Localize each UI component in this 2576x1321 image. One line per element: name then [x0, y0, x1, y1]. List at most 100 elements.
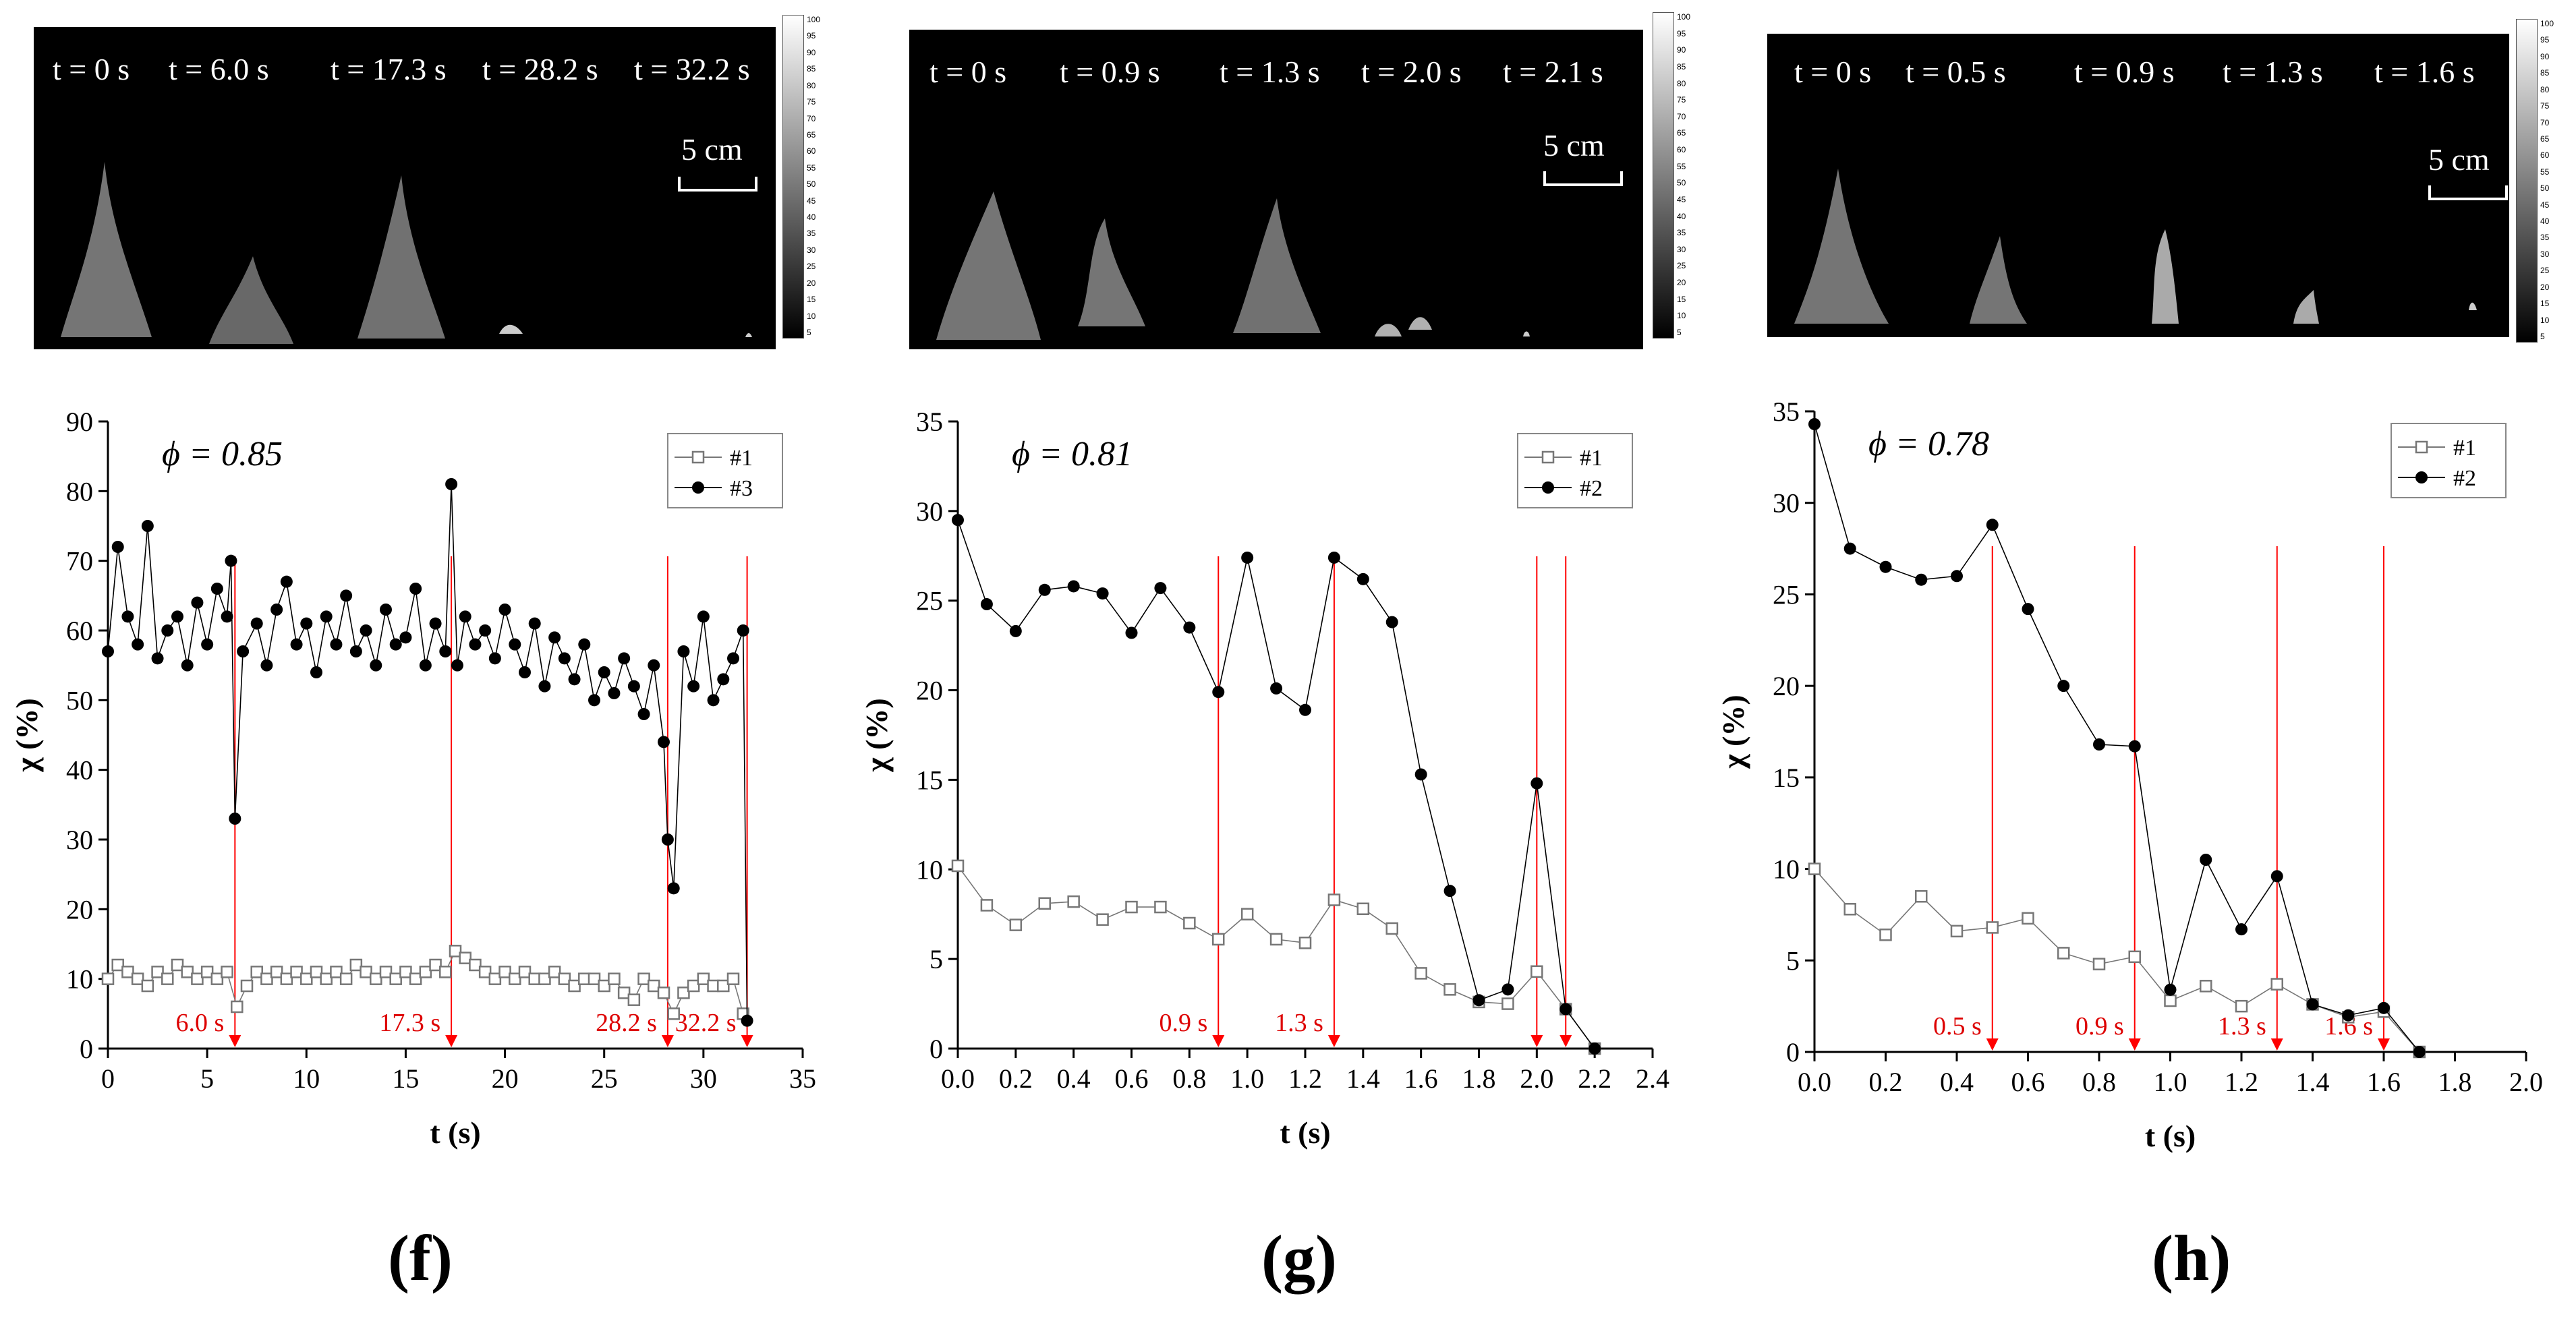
colorbar-tick-label: 90 — [1677, 45, 1686, 55]
data-point — [697, 972, 710, 985]
colorbar-tick-label: 5 — [2540, 332, 2545, 341]
x-tick-label: 0.4 — [1940, 1067, 1974, 1097]
data-point — [518, 966, 532, 978]
data-point — [617, 987, 631, 999]
data-point — [330, 638, 343, 651]
data-point — [1038, 583, 1051, 596]
data-point — [330, 966, 343, 978]
time-label: t = 0 s — [929, 55, 1007, 89]
data-point — [548, 631, 561, 644]
data-point — [102, 645, 114, 657]
data-point — [1154, 900, 1167, 914]
data-point — [608, 687, 621, 699]
data-point — [687, 979, 700, 993]
y-tick-label: 15 — [1773, 763, 1800, 793]
colorbar-tick-label: 40 — [2540, 216, 2550, 227]
data-point — [290, 638, 303, 651]
data-point — [1915, 890, 1928, 903]
data-point — [1356, 902, 1370, 915]
legend-marker — [1541, 450, 1555, 464]
data-point — [1067, 895, 1080, 908]
y-axis-label: χ (%) — [9, 698, 44, 772]
data-point — [111, 541, 124, 553]
data-point — [399, 631, 412, 644]
data-point — [661, 833, 674, 846]
data-point — [370, 659, 382, 672]
data-point — [399, 966, 412, 978]
data-point — [389, 972, 402, 985]
data-point — [509, 638, 521, 651]
data-point — [191, 972, 204, 985]
event-label: 1.3 s — [1275, 1009, 1323, 1037]
data-point — [1588, 1043, 1601, 1055]
y-tick-label: 35 — [1773, 397, 1800, 427]
colorbar-tick-label: 50 — [1677, 178, 1686, 188]
y-axis-label: χ (%) — [859, 698, 894, 772]
data-point — [161, 972, 174, 985]
data-point — [1356, 573, 1369, 585]
data-point — [349, 645, 362, 657]
x-tick-label: 0.8 — [1172, 1063, 1206, 1094]
colorbar-tick-label: 55 — [1677, 161, 1686, 171]
colorbar-tick-label: 95 — [1677, 28, 1686, 38]
data-point — [121, 966, 134, 978]
data-point — [181, 659, 194, 672]
data-point — [280, 575, 293, 588]
data-point — [1443, 983, 1456, 996]
data-point — [1879, 929, 1892, 941]
data-point — [677, 645, 690, 657]
x-axis-label: t (s) — [430, 1115, 480, 1150]
data-point — [360, 966, 372, 978]
data-point — [538, 972, 551, 985]
legend-box — [2391, 423, 2507, 498]
data-point — [2235, 999, 2248, 1013]
data-point — [608, 972, 621, 985]
data-point — [360, 624, 372, 637]
colorbar-tick-label: 75 — [2540, 101, 2550, 111]
colorbar-tick-label: 85 — [2540, 68, 2550, 78]
panel-letter-f: (f) — [388, 1222, 453, 1294]
event-arrow — [1559, 1035, 1572, 1047]
y-tick-label: 90 — [66, 407, 93, 437]
data-point — [588, 694, 600, 707]
x-tick-label: 1.4 — [1346, 1063, 1380, 1094]
data-point — [717, 979, 730, 993]
data-point — [340, 589, 353, 602]
y-tick-label: 0 — [929, 1034, 943, 1064]
colorbar-tick-label: 40 — [1677, 211, 1686, 221]
x-tick-label: 1.8 — [1462, 1063, 1496, 1094]
time-label: t = 0.5 s — [1906, 55, 2006, 89]
colorbar-tick-label: 20 — [2540, 282, 2550, 292]
scale-bar — [1543, 171, 1623, 186]
x-tick-label: 20 — [492, 1063, 519, 1094]
data-point — [339, 972, 353, 985]
event-label: 17.3 s — [379, 1009, 440, 1037]
data-point — [1096, 913, 1109, 926]
data-point — [349, 958, 363, 972]
colorbar-tick-label: 100 — [807, 15, 821, 24]
data-point — [469, 958, 482, 972]
colorbar-tick-label: 55 — [807, 163, 816, 173]
data-point — [2128, 740, 2141, 753]
data-point — [1183, 916, 1196, 930]
event-arrow — [2128, 1038, 2141, 1051]
data-point — [201, 638, 214, 651]
data-point — [141, 979, 154, 993]
colorbar-tick-label: 70 — [2540, 117, 2550, 127]
colorbar-tick-label: 45 — [807, 196, 816, 206]
y-tick-label: 40 — [66, 755, 93, 786]
scale-label: 5 cm — [2428, 142, 2490, 177]
data-point — [1530, 777, 1543, 790]
data-point — [1327, 551, 1340, 564]
data-point — [951, 859, 965, 873]
data-point — [980, 598, 993, 611]
data-point — [528, 617, 541, 630]
flame-shapes-h — [1794, 169, 2477, 324]
colorbar-tick-label: 75 — [807, 97, 816, 107]
colorbar-tick-label: 30 — [2540, 249, 2550, 259]
x-tick-label: 2.2 — [1578, 1063, 1611, 1094]
data-point — [538, 680, 551, 693]
colorbar-tick-label: 45 — [2540, 200, 2550, 210]
data-point — [250, 617, 263, 630]
